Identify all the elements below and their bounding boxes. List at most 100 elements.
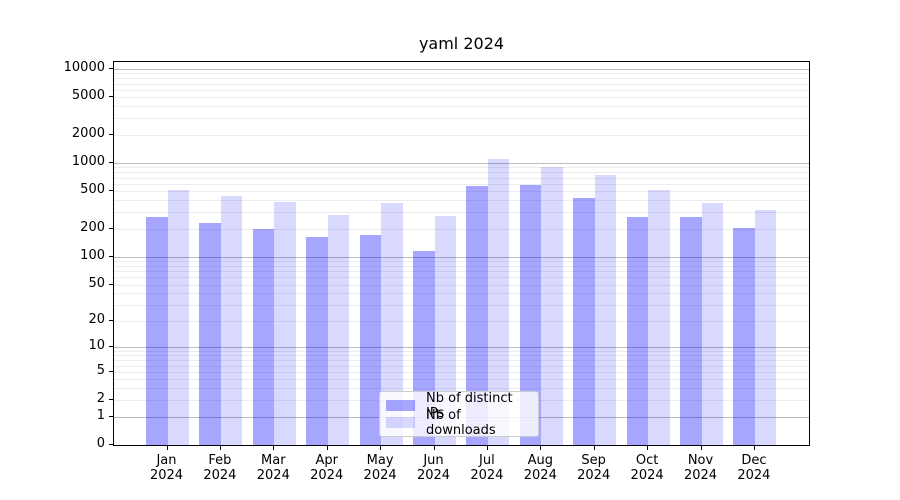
gridline-minor	[114, 277, 809, 279]
plot-area	[113, 61, 810, 446]
legend-swatch-downloads	[386, 417, 415, 428]
x-tick-label: Aug 2024	[523, 453, 557, 483]
legend: Nb of distinct IPs Nb of downloads	[379, 391, 539, 438]
x-tick-mark	[433, 446, 435, 450]
gridline-minor	[114, 78, 809, 80]
y-tick-mark	[109, 68, 113, 69]
gridline-minor	[114, 293, 809, 295]
y-tick-label: 1	[96, 407, 105, 423]
y-tick-mark	[109, 346, 113, 348]
y-tick-mark	[109, 133, 113, 135]
y-tick-label: 2000	[71, 125, 105, 141]
gridline-minor	[114, 365, 809, 367]
y-tick-label: 5	[96, 362, 105, 378]
gridline-minor	[114, 351, 809, 352]
bar-distinct-ips	[199, 222, 221, 445]
gridline-minor	[114, 284, 809, 286]
legend-item-downloads: Nb of downloads	[386, 408, 534, 438]
gridline-major	[114, 163, 809, 164]
gridline-minor	[114, 177, 809, 179]
bar-downloads	[594, 174, 617, 445]
gridline-minor	[114, 118, 809, 120]
bar-downloads	[274, 202, 296, 445]
y-tick-label: 100	[80, 247, 105, 263]
y-tick-label: 10000	[63, 60, 105, 75]
bar-distinct-ips	[626, 217, 649, 445]
gridline-minor	[114, 200, 809, 202]
y-tick-label: 20	[88, 311, 105, 327]
gridline-major	[114, 347, 809, 349]
gridline-minor	[114, 134, 809, 136]
y-tick-mark	[109, 370, 113, 372]
bar-distinct-ips	[519, 185, 542, 445]
gridline-minor	[114, 371, 809, 373]
gridline-minor	[114, 191, 809, 193]
bar-distinct-ips	[359, 235, 382, 445]
x-tick-mark	[486, 446, 488, 450]
x-tick-mark	[219, 446, 221, 450]
bar-distinct-ips	[466, 186, 488, 445]
chart-title: yaml 2024	[418, 34, 505, 53]
y-tick-label: 5000	[71, 88, 105, 104]
x-tick-mark	[593, 446, 595, 450]
x-tick-label: Nov 2024	[683, 453, 718, 483]
y-tick-label: 10	[88, 338, 105, 354]
bar-distinct-ips	[146, 217, 168, 445]
gridline-minor	[114, 379, 809, 381]
y-tick-mark	[109, 190, 113, 192]
gridline-minor	[114, 360, 809, 362]
gridline-minor	[114, 106, 809, 108]
gridline-major	[114, 256, 809, 258]
y-tick-label: 1000	[71, 154, 105, 169]
legend-label-distinct-ips: Nb of distinct IPs	[426, 390, 513, 421]
gridline-minor	[114, 83, 809, 85]
x-tick-label: Jan 2024	[149, 453, 184, 483]
gridline-minor	[114, 304, 809, 306]
x-tick-label: May 2024	[363, 453, 397, 483]
gridline-minor	[114, 97, 809, 99]
gridline-major	[114, 69, 809, 70]
y-tick-mark	[109, 319, 113, 321]
bar-distinct-ips	[306, 236, 328, 445]
bar-distinct-ips	[573, 197, 595, 445]
x-tick-label: Dec 2024	[737, 453, 771, 483]
bar-distinct-ips	[680, 217, 702, 445]
bar-downloads	[701, 203, 723, 445]
y-tick-mark	[109, 415, 113, 417]
gridline-minor	[114, 212, 809, 213]
gridline-minor	[114, 265, 809, 267]
y-tick-label: 200	[80, 219, 105, 235]
y-tick-mark	[109, 227, 113, 229]
x-tick-mark	[380, 446, 382, 450]
y-tick-label: 500	[80, 182, 105, 198]
gridline-minor	[114, 388, 809, 390]
gridline-minor	[114, 183, 809, 185]
bar-downloads	[381, 203, 403, 445]
x-tick-mark	[753, 446, 755, 450]
x-tick-mark	[700, 446, 702, 450]
y-tick-label: 2	[96, 391, 105, 407]
bar-downloads	[754, 209, 777, 445]
y-tick-mark	[109, 283, 113, 285]
gridline-minor	[114, 228, 809, 230]
x-tick-mark	[273, 446, 275, 450]
bar-downloads	[487, 158, 510, 445]
x-tick-mark	[166, 446, 168, 450]
legend-item-distinct-ips: Nb of distinct IPs	[386, 391, 534, 421]
bar-distinct-ips	[252, 229, 275, 445]
gridline-minor	[114, 167, 809, 169]
y-tick-mark	[109, 96, 113, 98]
x-tick-mark	[647, 446, 649, 450]
x-tick-label: Jun 2024	[416, 453, 451, 483]
y-tick-mark	[109, 255, 113, 257]
x-tick-label: Sep 2024	[577, 453, 611, 483]
x-tick-label: Jul 2024	[470, 453, 504, 483]
y-tick-mark	[109, 162, 113, 163]
gridline-minor	[114, 172, 809, 174]
x-tick-mark	[326, 446, 328, 450]
x-tick-label: Feb 2024	[203, 453, 237, 483]
gridline-minor	[114, 320, 809, 322]
y-tick-mark	[109, 399, 113, 401]
legend-swatch-distinct-ips	[386, 400, 415, 411]
